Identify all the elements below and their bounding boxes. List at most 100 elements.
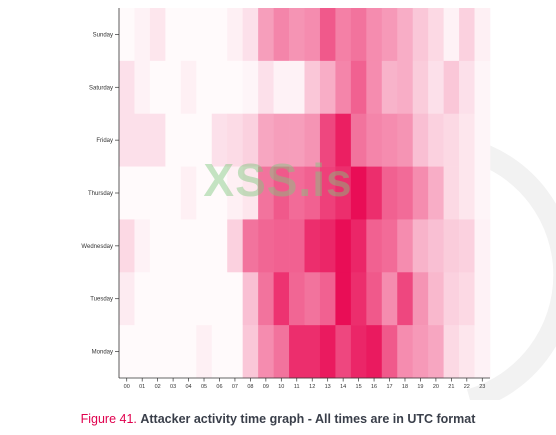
heatmap-cell — [350, 8, 367, 62]
heatmap-cell — [227, 166, 243, 220]
heatmap-cell — [227, 113, 243, 167]
x-tick-label: 01 — [139, 384, 145, 390]
x-tick-label: 13 — [325, 384, 331, 390]
heatmap-cell — [227, 272, 243, 326]
heatmap-cell — [474, 113, 491, 167]
heatmap-cell — [134, 325, 151, 379]
heatmap-cell — [273, 325, 290, 379]
heatmap-cell — [196, 219, 213, 273]
heatmap-cell — [258, 325, 274, 379]
heatmap-cell — [273, 113, 290, 167]
heatmap-cell — [319, 113, 336, 167]
heatmap-cell — [443, 325, 460, 379]
heatmap-cell — [397, 325, 414, 379]
x-tick-label: 12 — [309, 384, 315, 390]
x-tick-label: 16 — [371, 384, 377, 390]
heatmap-cell — [258, 272, 274, 326]
heatmap-cell — [258, 8, 274, 62]
heatmap-cell — [119, 325, 135, 379]
heatmap-cell — [196, 8, 213, 62]
y-tick-label: Thursday — [88, 191, 113, 197]
heatmap-cell — [459, 60, 475, 115]
heatmap-cell — [381, 113, 398, 167]
heatmap-cell — [366, 272, 383, 326]
y-tick-label: Monday — [92, 350, 113, 356]
heatmap-cell — [242, 272, 259, 326]
heatmap-cell — [350, 60, 367, 115]
heatmap-cell — [443, 8, 460, 62]
x-tick-label: 02 — [155, 384, 161, 390]
heatmap-cell — [412, 8, 429, 62]
heatmap-cell — [149, 113, 166, 167]
y-tick-label: Wednesday — [81, 244, 113, 250]
heatmap-cell — [211, 8, 228, 62]
heatmap-cell — [443, 60, 460, 115]
watermark-text: XSS.is — [203, 154, 352, 206]
heatmap-cell — [165, 325, 182, 379]
heatmap-cell — [381, 219, 398, 273]
x-tick-label: 10 — [278, 384, 284, 390]
heatmap-cell — [397, 272, 414, 326]
heatmap-cell — [335, 272, 352, 326]
heatmap-cell — [289, 113, 305, 167]
heatmap-cell — [366, 113, 383, 167]
activity-heatmap-chart: Sunday Saturday Friday Thursday Wednesday Tue… — [81, 8, 556, 400]
heatmap-cell — [289, 325, 305, 379]
heatmap-cell — [397, 8, 414, 62]
heatmap-cell — [381, 272, 398, 326]
heatmap-cell — [428, 325, 444, 379]
heatmap-cell — [319, 8, 336, 62]
heatmap-cell — [134, 272, 151, 326]
heatmap-cell — [412, 272, 429, 326]
heatmap-cell — [180, 219, 197, 273]
x-tick-label: 04 — [186, 384, 192, 390]
heatmap-cell — [412, 219, 429, 273]
heatmap-cell — [304, 113, 321, 167]
heatmap-cell — [289, 272, 305, 326]
heatmap-cell — [273, 166, 290, 220]
heatmap-cell — [211, 325, 228, 379]
heatmap-cell — [149, 272, 166, 326]
heatmap-cell — [428, 272, 444, 326]
heatmap-cell — [119, 219, 135, 273]
heatmap-cell — [180, 272, 197, 326]
heatmap-cell — [381, 60, 398, 115]
heatmap-cell — [289, 166, 305, 220]
heatmap-cell — [165, 8, 182, 62]
x-tick-label: 09 — [263, 384, 269, 390]
heatmap-cell — [428, 8, 444, 62]
heatmap-cell — [289, 8, 305, 62]
figure-caption-text: Attacker activity time graph - All times… — [140, 412, 476, 426]
deco-arc — [466, 139, 556, 400]
heatmap-cell — [335, 113, 352, 167]
heatmap-cell — [459, 272, 475, 326]
heatmap-cell — [211, 272, 228, 326]
heatmap-cell — [459, 325, 475, 379]
heatmap-cell — [350, 113, 367, 167]
heatmap-cell — [149, 219, 166, 273]
heatmap-cell — [459, 8, 475, 62]
heatmap-cell — [428, 60, 444, 115]
heatmap-cell — [319, 272, 336, 326]
heatmap-cell — [211, 166, 228, 220]
heatmap-cell — [242, 166, 259, 220]
heatmap-cell — [134, 219, 151, 273]
heatmap-cell — [335, 166, 352, 220]
heatmap-cell — [412, 113, 429, 167]
heatmap-cell — [335, 219, 352, 273]
heatmap-cell — [304, 166, 321, 220]
y-tick-label: Tuesday — [90, 297, 113, 303]
figure-number: Figure 41. — [80, 412, 137, 426]
heatmap-cell — [242, 113, 259, 167]
heatmap-cell — [149, 166, 166, 220]
x-tick-label: 00 — [124, 384, 130, 390]
heatmap-cell — [165, 60, 182, 115]
heatmap-cell — [366, 219, 383, 273]
heatmap-cell — [196, 325, 213, 379]
heatmap-cell — [242, 8, 259, 62]
heatmap-cell — [258, 166, 274, 220]
x-tick-label: 03 — [170, 384, 176, 390]
heatmap-cell — [180, 113, 197, 167]
heatmap-cell — [412, 60, 429, 115]
x-tick-label: 18 — [402, 384, 408, 390]
